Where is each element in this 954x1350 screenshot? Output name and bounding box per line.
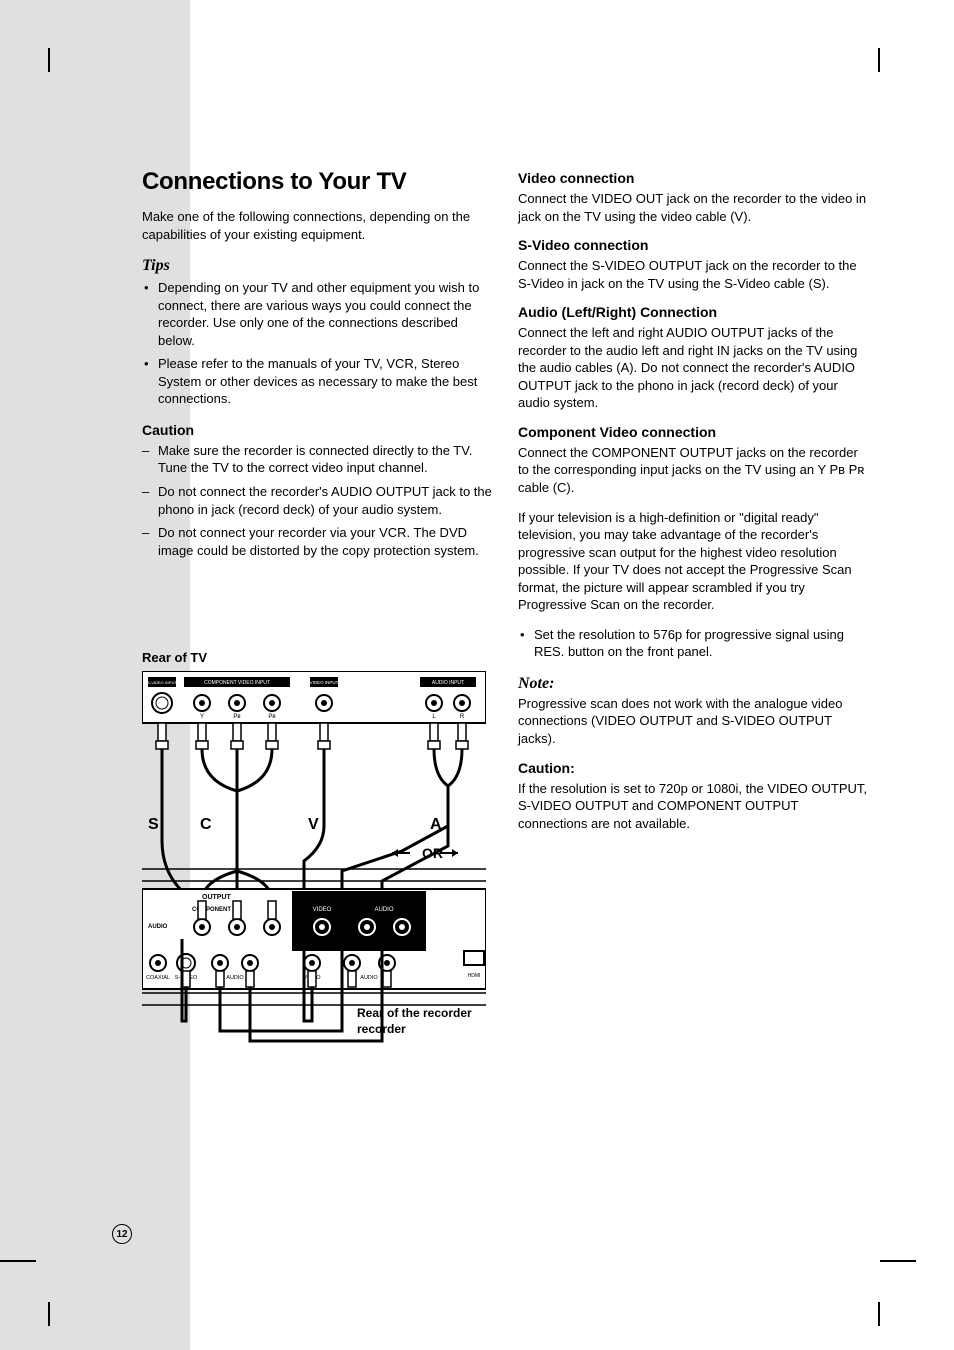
crop-mark [48,1302,50,1326]
svg-text:AUDIO: AUDIO [374,907,393,913]
svg-text:COMPONENT VIDEO INPUT: COMPONENT VIDEO INPUT [204,680,270,686]
caution2-body: If the resolution is set to 720p or 1080… [518,780,870,833]
svg-text:COAXIAL: COAXIAL [146,975,170,981]
svg-text:Y: Y [200,714,204,720]
svg-text:AUDIO: AUDIO [226,975,244,981]
intro-text: Make one of the following connections, d… [142,208,494,243]
rca-jack-icon [454,695,470,711]
page: Connections to Your TV Make one of the f… [0,0,954,1350]
svg-text:VIDEO INPUT: VIDEO INPUT [310,680,339,685]
svg-text:A: A [430,816,442,833]
svg-text:Rear of the recorder: Rear of the recorder [357,1006,472,1020]
right-column: Video connection Connect the VIDEO OUT j… [518,168,870,844]
wiring-diagram-svg: S-VIDEO INPUT COMPONENT VIDEO INPUT Y Pʙ… [142,671,486,1071]
svg-text:S-VIDEO INPUT: S-VIDEO INPUT [147,680,177,685]
audio-heading: Audio (Left/Right) Connection [518,304,870,320]
rca-jack-icon [229,695,245,711]
connection-diagram: Rear of TV S-VIDEO INPUT COMPONENT VIDEO… [142,650,486,1076]
svg-text:Pʙ: Pʙ [233,714,240,720]
page-number: 12 [112,1224,132,1244]
svideo-body: Connect the S-VIDEO OUTPUT jack on the r… [518,257,870,292]
svg-text:recorder: recorder [357,1022,406,1036]
svg-text:Pʀ: Pʀ [268,714,276,720]
svg-text:OR: OR [422,845,443,861]
video-connection-heading: Video connection [518,170,870,186]
crop-mark [878,1302,880,1326]
component-bullet-item: Set the resolution to 576p for progressi… [518,626,870,661]
caution-item: Do not connect the recorder's AUDIO OUTP… [142,483,494,518]
video-connection-body: Connect the VIDEO OUT jack on the record… [518,190,870,225]
rca-jack-icon [264,695,280,711]
note-heading: Note: [518,675,870,693]
tips-list: Depending on your TV and other equipment… [142,279,494,408]
svg-text:R: R [460,714,465,720]
component-heading: Component Video connection [518,424,870,440]
svg-text:V: V [308,816,319,833]
svg-text:C: C [200,816,212,833]
svg-text:OUTPUT: OUTPUT [202,894,232,901]
caution2-heading: Caution: [518,760,870,776]
crop-mark [878,48,880,72]
svg-text:AUDIO: AUDIO [360,975,378,981]
rca-jack-icon [194,695,210,711]
svg-text:HDMI: HDMI [468,973,481,979]
caution-item: Make sure the recorder is connected dire… [142,442,494,477]
caution-item: Do not connect your recorder via your VC… [142,524,494,559]
svg-text:VIDEO: VIDEO [313,907,332,913]
rca-jack-icon [426,695,442,711]
tip-item: Please refer to the manuals of your TV, … [142,355,494,408]
svg-text:S: S [148,816,159,833]
tip-item: Depending on your TV and other equipment… [142,279,494,349]
rca-jack-icon [316,695,332,711]
rear-of-tv-label: Rear of TV [142,650,486,665]
svg-text:AUDIO: AUDIO [148,924,168,930]
crop-mark [48,48,50,72]
crop-mark [880,1260,916,1262]
tips-heading: Tips [142,257,494,275]
svg-text:AUDIO INPUT: AUDIO INPUT [432,680,464,686]
caution-heading: Caution [142,422,494,438]
component-bullet-list: Set the resolution to 576p for progressi… [518,626,870,661]
component-body-2: If your television is a high-definition … [518,509,870,614]
page-title: Connections to Your TV [142,168,494,196]
caution-list: Make sure the recorder is connected dire… [142,442,494,559]
component-body-1: Connect the COMPONENT OUTPUT jacks on th… [518,444,870,497]
audio-body: Connect the left and right AUDIO OUTPUT … [518,324,870,412]
crop-mark [0,1260,36,1262]
note-body: Progressive scan does not work with the … [518,695,870,748]
svideo-heading: S-Video connection [518,237,870,253]
